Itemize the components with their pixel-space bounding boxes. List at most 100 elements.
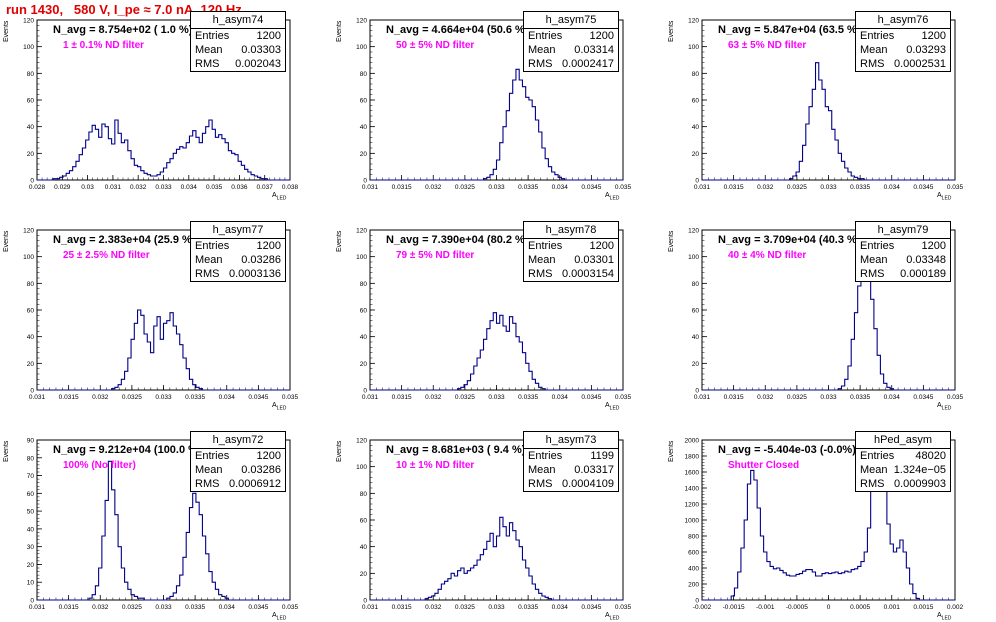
x-axis-label-main: A (937, 612, 942, 619)
stats-rms: RMS 0.002043 (191, 57, 285, 71)
y-tick-label: 50 (27, 509, 35, 516)
x-tick-label: 0.034 (219, 604, 236, 611)
y-tick-label: 120 (688, 228, 699, 235)
x-tick-label: 0.035 (615, 604, 632, 611)
x-tick-label: 0.035 (206, 184, 223, 191)
stats-entries-label: Entries (195, 30, 230, 42)
stats-box: h_asym77 Entries 1200 Mean 0.03286 RMS 0.00031… (190, 221, 286, 282)
y-axis-label: Events (3, 20, 10, 42)
navg-label: N_avg = 4.664e+04 (50.6 %) (386, 24, 529, 36)
filter-note: 79 ± 5% ND filter (396, 250, 475, 261)
y-tick-label: 100 (356, 464, 367, 471)
stats-box: hPed_asym Entries 48020 Mean 1.324e−05 RMS 0.0… (855, 431, 951, 492)
x-tick-label: 0 (827, 604, 831, 611)
stats-mean: Mean 0.03301 (524, 253, 618, 267)
y-tick-label: 40 (27, 334, 35, 341)
stats-rms-value: 0.0009903 (894, 478, 946, 490)
x-tick-label: 0.031 (29, 394, 46, 401)
x-tick-label: 0.0005 (850, 604, 870, 611)
x-tick-label: 0.033 (488, 394, 505, 401)
x-tick-label: 0.033 (820, 394, 837, 401)
y-tick-label: 80 (360, 281, 368, 288)
x-tick-label: 0.032 (757, 184, 774, 191)
y-tick-label: 0 (363, 178, 367, 185)
x-axis-label-main: A (272, 612, 277, 619)
x-tick-label: 0.03 (81, 184, 94, 191)
y-tick-label: 1600 (685, 470, 700, 477)
x-tick-label: -0.001 (756, 604, 775, 611)
x-axis-label: ALED (605, 402, 619, 411)
y-tick-label: 80 (692, 281, 700, 288)
histogram-line (702, 442, 955, 601)
x-tick-label: 0.035 (615, 184, 632, 191)
stats-entries: Entries 48020 (856, 449, 950, 463)
stats-entries-value: 1200 (256, 450, 281, 462)
histogram-line (37, 119, 290, 181)
y-tick-label: 20 (692, 361, 700, 368)
stats-mean: Mean 0.03314 (524, 43, 618, 57)
stats-mean-value: 0.03348 (906, 254, 946, 266)
x-tick-label: 0.0345 (248, 604, 268, 611)
stats-name: hPed_asym (856, 432, 950, 449)
x-axis-label: ALED (272, 192, 286, 201)
navg-label: N_avg = 3.709e+04 (40.3 %) (718, 234, 861, 246)
filter-note: 1 ± 0.1% ND filter (63, 40, 145, 51)
x-tick-label: 0.031 (362, 394, 379, 401)
y-tick-label: 100 (688, 44, 699, 51)
stats-mean-label: Mean (528, 44, 556, 56)
x-tick-label: 0.033 (488, 604, 505, 611)
x-tick-label: 0.031 (362, 184, 379, 191)
x-tick-label: 0.0315 (392, 604, 412, 611)
y-tick-label: 120 (23, 18, 34, 25)
y-tick-label: 40 (692, 334, 700, 341)
x-tick-label: 0.034 (181, 184, 198, 191)
y-tick-label: 20 (360, 571, 368, 578)
x-tick-label: 0.0345 (581, 184, 601, 191)
x-tick-label: 0.0325 (122, 394, 142, 401)
stats-mean-label: Mean (195, 44, 223, 56)
y-tick-label: 60 (692, 98, 700, 105)
y-tick-label: 0 (695, 598, 699, 605)
filter-note: 40 ± 4% ND filter (728, 250, 807, 261)
x-tick-label: 0.0335 (518, 394, 538, 401)
stats-entries-label: Entries (528, 240, 563, 252)
y-tick-label: 80 (360, 71, 368, 78)
x-tick-label: 0.034 (552, 394, 569, 401)
navg-label: N_avg = 9.212e+04 (100.0 %) (53, 444, 202, 456)
filter-note: 10 ± 1% ND filter (396, 460, 475, 471)
stats-mean: Mean 0.03286 (191, 463, 285, 477)
x-axis-label: ALED (605, 612, 619, 621)
histogram-line (702, 62, 955, 181)
stats-rms-value: 0.0004109 (562, 478, 614, 490)
y-tick-label: 80 (360, 491, 368, 498)
stats-rms: RMS 0.0003136 (191, 267, 285, 281)
x-tick-label: 0.0345 (581, 394, 601, 401)
stats-entries-value: 1200 (589, 240, 614, 252)
y-axis-label: Events (3, 230, 10, 252)
y-tick-label: 0 (363, 598, 367, 605)
x-tick-label: 0.034 (219, 394, 236, 401)
x-tick-label: 0.0315 (392, 184, 412, 191)
y-tick-label: 0 (30, 388, 34, 395)
x-axis-label: ALED (272, 402, 286, 411)
y-tick-label: 60 (360, 518, 368, 525)
x-tick-label: 0.0325 (455, 184, 475, 191)
stats-mean-label: Mean (860, 464, 888, 476)
x-tick-label: 0.0315 (59, 394, 79, 401)
x-tick-label: 0.0335 (850, 394, 870, 401)
y-tick-label: 20 (692, 151, 700, 158)
x-tick-label: 0.037 (257, 184, 274, 191)
x-axis-label: ALED (937, 402, 951, 411)
x-tick-label: 0.035 (947, 184, 964, 191)
y-tick-label: 100 (356, 254, 367, 261)
x-tick-label: 0.0315 (392, 394, 412, 401)
y-tick-label: 20 (360, 361, 368, 368)
x-tick-label: 0.0315 (724, 184, 744, 191)
navg-label: N_avg = -5.404e-03 (-0.0%) (718, 444, 856, 456)
y-tick-label: 40 (360, 124, 368, 131)
y-tick-label: 1000 (685, 518, 700, 525)
stats-rms-value: 0.0006912 (229, 478, 281, 490)
y-tick-label: 20 (27, 151, 35, 158)
stats-box: h_asym75 Entries 1200 Mean 0.03314 RMS 0.00024… (523, 11, 619, 72)
y-tick-label: 40 (360, 334, 368, 341)
